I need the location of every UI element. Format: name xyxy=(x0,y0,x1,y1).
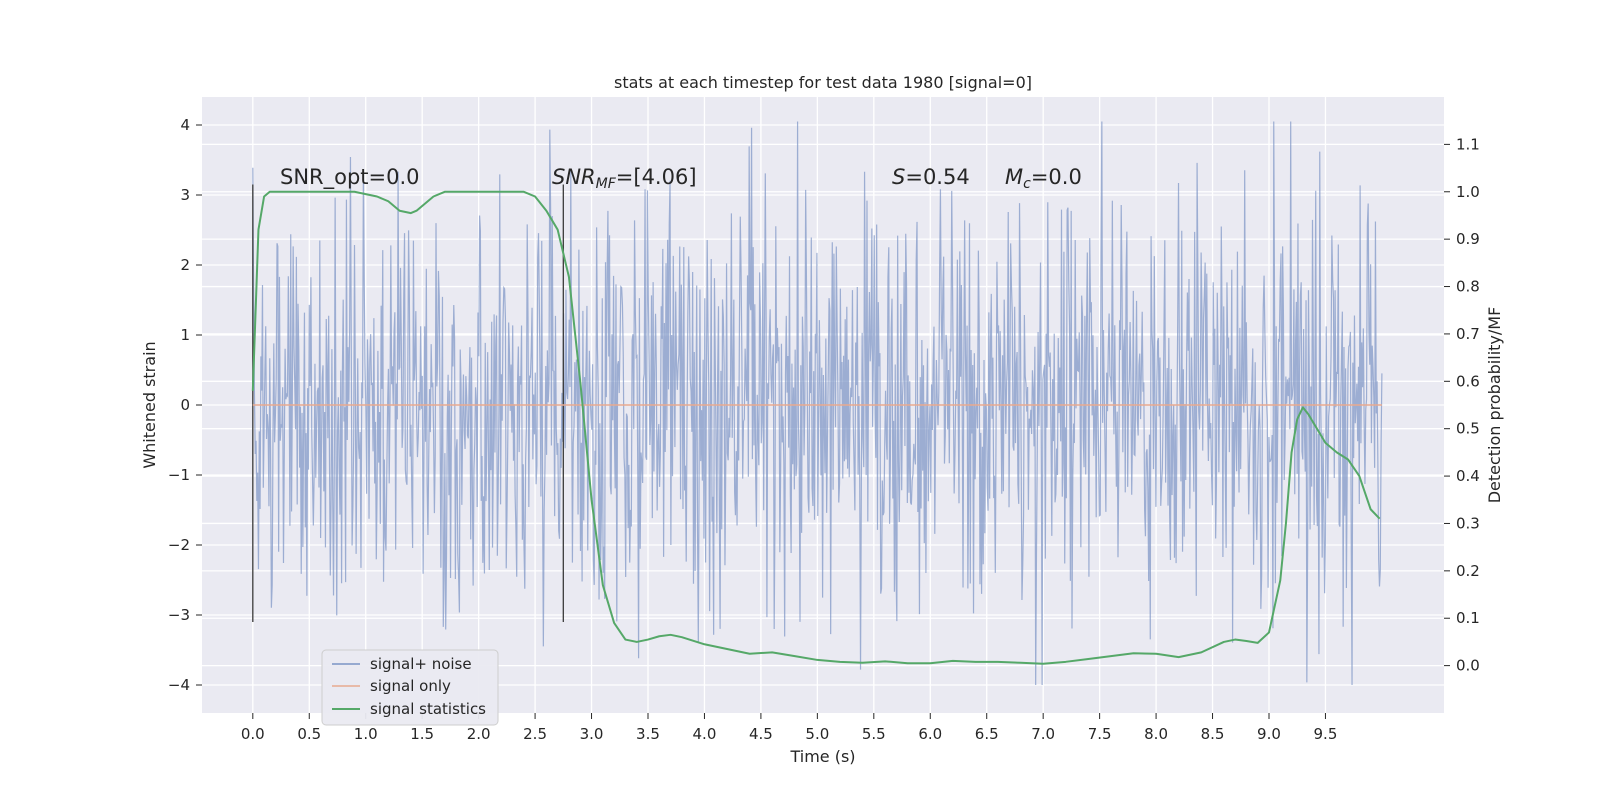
annotation-mc-var: M xyxy=(1005,165,1023,189)
y-tick-label: 2 xyxy=(180,256,190,274)
y-tick-label: 1 xyxy=(180,326,190,344)
line-signal-noise xyxy=(252,121,1383,686)
y2-tick-label: 0.1 xyxy=(1456,609,1480,627)
x-tick-label: 6.5 xyxy=(975,725,999,743)
series-signal-noise xyxy=(252,121,1383,686)
annotation-snr-mf-sub: MF xyxy=(596,176,617,192)
x-tick-label: 8.0 xyxy=(1144,725,1168,743)
chart-title: stats at each timestep for test data 198… xyxy=(614,73,1032,92)
annotation-s: S=0.54 xyxy=(892,165,970,189)
y2-axis-label: Detection probability/MF xyxy=(1485,307,1504,504)
y2-tick-label: 0.6 xyxy=(1456,372,1480,390)
y-tick-label: 3 xyxy=(180,186,190,204)
annotation-snr-mf-value: =[4.06] xyxy=(616,165,697,189)
annotation-s-var: S xyxy=(892,165,905,189)
x-tick-label: 3.0 xyxy=(580,725,604,743)
y-tick-labels: −4 −3 −2 −1 0 1 2 3 4 xyxy=(168,116,202,694)
y-tick-label: 4 xyxy=(180,116,190,134)
y2-tick-label: 1.1 xyxy=(1456,135,1480,153)
y-axis-label: Whitened strain xyxy=(140,341,159,468)
x-tick-label: 5.0 xyxy=(805,725,829,743)
annotation-s-value: =0.54 xyxy=(905,165,969,189)
y-tick-label: 0 xyxy=(180,396,190,414)
annotation-mc-sub: c xyxy=(1023,176,1031,192)
legend-label-signal-statistics: signal statistics xyxy=(370,700,486,718)
x-tick-label: 4.0 xyxy=(693,725,717,743)
y2-tick-label: 0.8 xyxy=(1456,278,1480,296)
y2-tick-label: 0.2 xyxy=(1456,562,1480,580)
x-tick-label: 7.5 xyxy=(1088,725,1112,743)
x-tick-label: 1.5 xyxy=(410,725,434,743)
y-tick-label: −2 xyxy=(168,536,190,554)
y2-tick-label: 0.9 xyxy=(1456,230,1480,248)
x-axis-label: Time (s) xyxy=(789,747,855,766)
legend-label-signal-noise: signal+ noise xyxy=(370,655,472,673)
line-signal-statistics xyxy=(251,190,1381,665)
x-tick-label: 1.0 xyxy=(354,725,378,743)
x-tick-label: 8.5 xyxy=(1201,725,1225,743)
x-tick-label: 4.5 xyxy=(749,725,773,743)
annotation-snr-mf: SNRMF=[4.06] xyxy=(552,165,697,192)
annotation-snr-mf-main: SNR xyxy=(552,165,596,189)
x-tick-label: 9.0 xyxy=(1257,725,1281,743)
annotation-snr-opt: SNR_opt=0.0 xyxy=(280,165,420,190)
x-tick-label: 5.5 xyxy=(862,725,886,743)
y2-tick-labels: 0.0 0.1 0.2 0.3 0.4 0.5 0.6 0.7 0.8 0.9 1.0 1.1 xyxy=(1444,135,1480,675)
y2-tick-label: 1.0 xyxy=(1456,183,1480,201)
series-signal-statistics xyxy=(251,190,1381,665)
x-tick-label: 6.0 xyxy=(918,725,942,743)
y-tick-label: −3 xyxy=(168,606,190,624)
y2-tick-label: 0.5 xyxy=(1456,420,1480,438)
annotation-mc-value: =0.0 xyxy=(1031,165,1082,189)
x-tick-label: 9.5 xyxy=(1314,725,1338,743)
x-tick-label: 3.5 xyxy=(636,725,660,743)
x-tick-label: 0.0 xyxy=(241,725,265,743)
y2-tick-label: 0.4 xyxy=(1456,467,1480,485)
x-tick-label: 7.0 xyxy=(1031,725,1055,743)
y2-tick-label: 0.0 xyxy=(1456,657,1480,675)
legend: signal+ noise signal only signal statist… xyxy=(321,649,499,726)
legend-label-signal-only: signal only xyxy=(370,677,451,695)
x-tick-labels: 0.0 0.5 1.0 1.5 2.0 2.5 3.0 3.5 4.0 4.5 5.0 5.5 6.0 6… xyxy=(241,713,1337,743)
x-tick-label: 0.5 xyxy=(297,725,321,743)
annotation-mc: Mc=0.0 xyxy=(1005,165,1082,192)
y-tick-label: −4 xyxy=(168,676,190,694)
y-tick-label: −1 xyxy=(168,466,190,484)
y2-tick-label: 0.7 xyxy=(1456,325,1480,343)
y2-tick-label: 0.3 xyxy=(1456,514,1480,532)
x-tick-label: 2.0 xyxy=(467,725,491,743)
legend-box xyxy=(321,649,499,726)
x-tick-label: 2.5 xyxy=(523,725,547,743)
